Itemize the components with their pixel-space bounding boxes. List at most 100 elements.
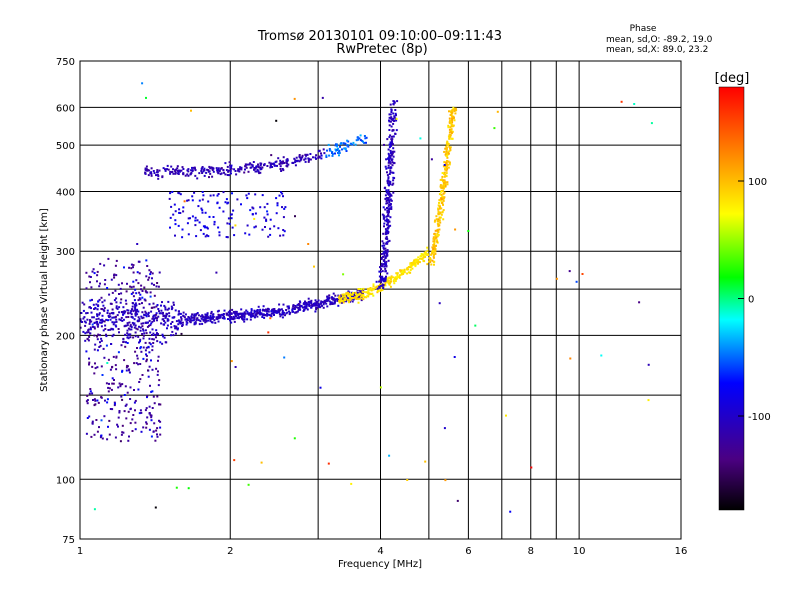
- data-point: [185, 323, 188, 326]
- data-point: [157, 384, 160, 387]
- data-point: [243, 316, 246, 319]
- data-point: [385, 260, 388, 263]
- data-point: [302, 310, 305, 312]
- data-point: [343, 293, 346, 296]
- data-point: [418, 261, 421, 264]
- data-point: [172, 303, 175, 306]
- data-point: [163, 304, 166, 307]
- data-point: [144, 168, 147, 171]
- data-point: [452, 106, 455, 109]
- data-point: [99, 436, 102, 439]
- data-point: [145, 259, 148, 262]
- data-point: [392, 176, 395, 179]
- data-point: [212, 313, 215, 316]
- data-point: [259, 308, 262, 311]
- data-point: [88, 322, 91, 325]
- data-point: [388, 143, 391, 146]
- data-point: [454, 107, 457, 110]
- data-point: [389, 141, 392, 144]
- data-point: [116, 314, 119, 317]
- data-point: [86, 402, 89, 405]
- data-point: [258, 312, 261, 315]
- data-point: [189, 319, 192, 322]
- data-point: [282, 234, 285, 237]
- data-point: [153, 319, 155, 322]
- data-point: [385, 275, 387, 278]
- data-point: [225, 312, 228, 315]
- data-point: [86, 399, 89, 402]
- data-point: [378, 280, 381, 283]
- data-point: [396, 272, 399, 275]
- data-point: [257, 305, 260, 308]
- data-point: [338, 149, 341, 152]
- data-point: [444, 173, 447, 176]
- data-point: [382, 206, 385, 209]
- data-point: [92, 268, 95, 271]
- data-point: [201, 198, 204, 201]
- data-point: [378, 286, 381, 289]
- data-point: [187, 217, 190, 220]
- data-point: [263, 316, 266, 319]
- data-point: [620, 100, 623, 103]
- data-point: [233, 168, 236, 171]
- data-point: [344, 299, 346, 302]
- data-point: [142, 426, 145, 429]
- data-point: [217, 309, 220, 312]
- data-point: [191, 169, 194, 172]
- data-point: [388, 146, 391, 149]
- data-point: [380, 289, 382, 292]
- data-point: [198, 323, 201, 326]
- data-point: [101, 318, 104, 321]
- data-point: [387, 176, 390, 179]
- data-point: [359, 292, 362, 295]
- data-point: [104, 399, 106, 402]
- data-point: [161, 175, 164, 178]
- data-point: [298, 306, 301, 309]
- data-point: [393, 119, 396, 122]
- data-point: [350, 297, 353, 300]
- data-point: [177, 191, 180, 194]
- data-point: [262, 305, 265, 308]
- data-point: [134, 307, 137, 310]
- data-point: [269, 233, 272, 236]
- data-point: [437, 212, 440, 215]
- data-point: [134, 305, 137, 308]
- data-point: [108, 387, 111, 390]
- data-point: [138, 303, 141, 305]
- data-point: [426, 246, 429, 249]
- data-point: [296, 303, 299, 306]
- data-point: [409, 266, 412, 269]
- data-point: [107, 319, 109, 322]
- data-point: [392, 171, 395, 174]
- data-point: [120, 344, 123, 347]
- data-point: [220, 172, 223, 175]
- data-point: [357, 301, 360, 304]
- data-point: [415, 260, 418, 263]
- data-point: [398, 276, 401, 279]
- data-point: [96, 323, 99, 325]
- data-point: [237, 313, 240, 315]
- data-point: [273, 225, 276, 228]
- data-point: [384, 194, 387, 197]
- data-point: [317, 305, 320, 308]
- data-point: [386, 242, 389, 245]
- data-point: [447, 124, 450, 127]
- data-point: [151, 390, 154, 393]
- data-point: [352, 141, 355, 144]
- data-point: [194, 216, 197, 219]
- data-point: [153, 334, 156, 336]
- data-point: [115, 325, 118, 328]
- data-point: [250, 309, 253, 312]
- data-point: [201, 172, 204, 174]
- data-point: [186, 321, 189, 324]
- data-point: [144, 341, 147, 344]
- data-point: [392, 276, 395, 279]
- data-point: [100, 337, 103, 340]
- data-point: [297, 306, 300, 309]
- data-point: [245, 166, 248, 169]
- data-point: [292, 304, 295, 307]
- stats-heading: Phase: [630, 24, 657, 34]
- data-point: [250, 308, 253, 311]
- data-point: [168, 312, 171, 315]
- data-point: [173, 325, 176, 328]
